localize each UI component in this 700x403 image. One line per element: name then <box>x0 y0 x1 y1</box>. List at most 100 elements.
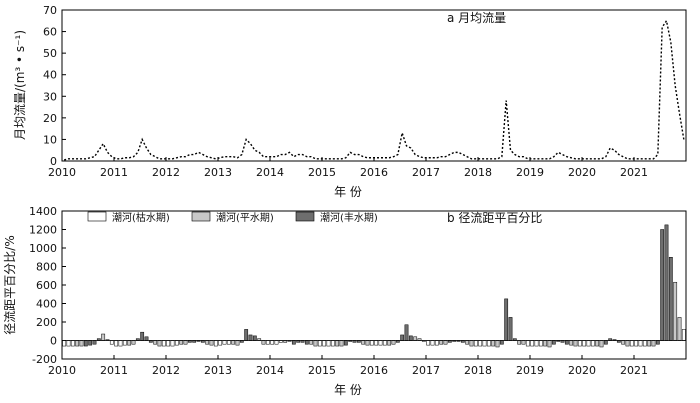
anomaly-bar <box>590 340 595 347</box>
anomaly-bar <box>339 340 344 347</box>
legend-label: 潮河(丰水期) <box>320 211 378 224</box>
anomaly-bar <box>413 336 418 341</box>
anomaly-bar <box>664 224 669 341</box>
anomaly-bar <box>434 340 439 346</box>
anomaly-bar <box>70 340 75 347</box>
monthly-flow-line <box>64 19 685 161</box>
anomaly-bar <box>317 340 322 347</box>
anomaly-bar <box>564 340 569 345</box>
b-xtick-label: 2018 <box>464 364 492 377</box>
b-ytick-label: 1200 <box>29 224 57 237</box>
a-ytick-label: 40 <box>43 69 57 82</box>
anomaly-bar <box>304 340 309 345</box>
anomaly-bar <box>473 340 478 347</box>
a-xtick-label: 2014 <box>256 166 284 179</box>
b-xtick-label: 2015 <box>308 364 336 377</box>
legend-swatch <box>191 211 211 222</box>
anomaly-bar <box>486 340 491 347</box>
anomaly-bar <box>647 340 652 347</box>
anomaly-bar <box>443 340 448 345</box>
a-ytick-label: 60 <box>43 26 57 39</box>
anomaly-bar <box>534 340 539 347</box>
anomaly-bar <box>629 340 634 347</box>
anomaly-bar <box>122 340 127 346</box>
monthly-flow-chart: 0 10 20 30 40 50 60 70 2010 2011 2012 2013 2014 2015… <box>13 4 687 199</box>
anomaly-bar <box>166 340 171 347</box>
anomaly-bar <box>66 340 71 347</box>
anomaly-bar <box>335 340 340 347</box>
a-xtick-label: 2021 <box>620 166 648 179</box>
anomaly-bar <box>439 340 444 345</box>
y-axis-ticks-a: 0 10 20 30 40 50 60 70 <box>43 4 66 168</box>
anomaly-bar <box>235 340 240 346</box>
legend-label: 潮河(平水期) <box>216 211 274 224</box>
a-ytick-label: 30 <box>43 90 57 103</box>
anomaly-bar <box>508 317 513 341</box>
b-xtick-label: 2020 <box>568 364 596 377</box>
anomaly-bar <box>127 340 132 346</box>
anomaly-bar <box>391 340 396 345</box>
b-xtick-label: 2013 <box>204 364 232 377</box>
anomaly-bars <box>62 224 686 348</box>
anomaly-bar <box>248 334 253 341</box>
anomaly-bar <box>543 340 548 347</box>
a-xtick-label: 2010 <box>48 166 76 179</box>
anomaly-bar <box>274 340 279 345</box>
anomaly-bar <box>291 340 296 345</box>
b-ytick-label: -200 <box>32 353 57 366</box>
b-xtick-label: 2019 <box>516 364 544 377</box>
anomaly-bar <box>482 340 487 347</box>
anomaly-bar <box>361 340 366 345</box>
anomaly-bar <box>655 340 660 345</box>
anomaly-bar <box>582 340 587 347</box>
anomaly-bar <box>140 331 145 341</box>
anomaly-bar <box>465 340 470 345</box>
anomaly-bar <box>244 329 249 341</box>
x-axis-ticks-a: 2010 2011 2012 2013 2014 2015 2016 2017 2018 2019… <box>48 157 648 179</box>
anomaly-bar <box>491 340 496 347</box>
anomaly-bar <box>252 335 257 341</box>
chart-b-xlabel: 年 份 <box>334 383 362 397</box>
anomaly-bar <box>499 340 504 345</box>
b-ytick-label: 200 <box>36 316 57 329</box>
anomaly-bar <box>179 340 184 345</box>
a-xtick-label: 2013 <box>204 166 232 179</box>
anomaly-bar <box>265 340 270 345</box>
b-xtick-label: 2021 <box>620 364 648 377</box>
legend-label: 潮河(枯水期) <box>112 211 170 224</box>
b-ytick-label: 0 <box>50 335 57 348</box>
anomaly-bar <box>118 340 123 347</box>
a-xtick-label: 2012 <box>152 166 180 179</box>
anomaly-bar <box>551 340 556 345</box>
a-xtick-label: 2011 <box>100 166 128 179</box>
b-xtick-label: 2017 <box>412 364 440 377</box>
anomaly-bar <box>603 340 608 345</box>
anomaly-bar <box>170 340 175 347</box>
anomaly-bar <box>530 340 535 347</box>
anomaly-bar <box>222 340 227 345</box>
anomaly-bar <box>153 340 158 345</box>
anomaly-bar <box>326 340 331 347</box>
anomaly-bar <box>161 340 166 347</box>
anomaly-bar <box>231 340 236 345</box>
anomaly-bar <box>577 340 582 347</box>
a-xtick-label: 2018 <box>464 166 492 179</box>
b-xtick-label: 2011 <box>100 364 128 377</box>
anomaly-bar <box>343 340 348 346</box>
anomaly-bar <box>660 229 665 341</box>
b-ytick-label: 1400 <box>29 205 57 218</box>
anomaly-bar <box>374 340 379 346</box>
anomaly-bar <box>174 340 179 346</box>
anomaly-bar <box>88 340 93 346</box>
plot-b-frame <box>61 210 687 360</box>
anomaly-bar <box>495 340 500 348</box>
b-xtick-label: 2016 <box>360 364 388 377</box>
b-xtick-label: 2012 <box>152 364 180 377</box>
a-xtick-label: 2016 <box>360 166 388 179</box>
anomaly-bar <box>547 340 552 348</box>
anomaly-bar <box>400 334 405 341</box>
anomaly-bar <box>673 281 678 341</box>
anomaly-bar <box>205 340 210 345</box>
anomaly-bar <box>681 329 686 341</box>
a-ytick-label: 10 <box>43 133 57 146</box>
